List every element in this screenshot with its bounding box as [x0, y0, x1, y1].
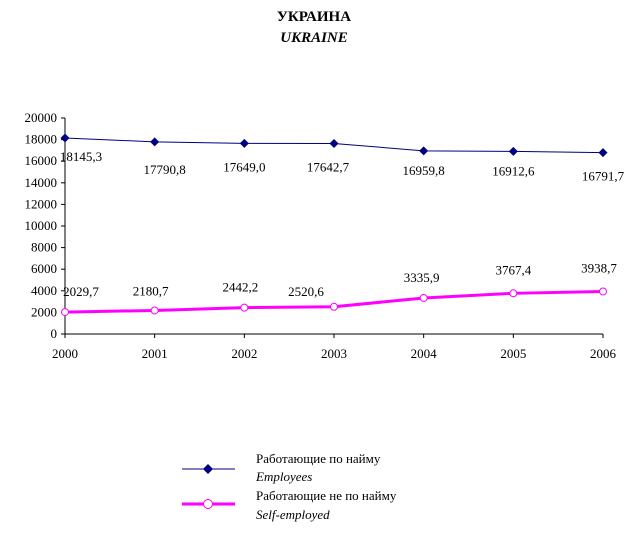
- y-tick-label: 6000: [31, 261, 57, 276]
- data-label-employees: 18145,3: [60, 149, 102, 164]
- x-tick-label: 2005: [500, 346, 526, 361]
- y-tick-label: 14000: [25, 175, 58, 190]
- data-label-employees: 17790,8: [144, 162, 186, 177]
- y-tick-label: 10000: [25, 218, 58, 233]
- x-tick-label: 2006: [590, 346, 617, 361]
- data-point-self-employed: [61, 308, 69, 317]
- data-label-employees: 16912,6: [492, 163, 535, 178]
- legend-marker-employees: [203, 464, 213, 474]
- y-tick-label: 8000: [31, 240, 57, 255]
- data-point-self-employed: [509, 289, 518, 298]
- data-label-employees: 16959,8: [403, 163, 445, 178]
- y-tick-label: 20000: [25, 110, 58, 125]
- y-tick-label: 16000: [25, 153, 58, 168]
- data-label-self-employed: 2029,7: [63, 284, 99, 299]
- legend-label-employees-en: Employees: [255, 469, 312, 484]
- data-label-self-employed: 3335,9: [404, 270, 440, 285]
- data-label-employees: 17642,7: [307, 159, 350, 174]
- data-point-employees: [60, 133, 70, 143]
- data-point-self-employed: [419, 293, 428, 302]
- data-point-self-employed: [599, 287, 607, 296]
- data-point-employees: [598, 148, 608, 158]
- legend-label-employees: Работающие по найму: [256, 451, 381, 466]
- data-point-self-employed: [240, 303, 249, 312]
- data-point-self-employed: [150, 306, 159, 315]
- data-point-employees: [239, 138, 249, 148]
- plot-area: 0 2000 4000 6000 8000 10000 12000 14000 16000 180…: [25, 110, 617, 361]
- data-label-self-employed: 2520,6: [288, 284, 324, 299]
- data-point-employees: [419, 146, 429, 156]
- y-tick-label: 4000: [31, 283, 57, 298]
- series-self-employed: 2029,7 2180,7 2442,2 2520,6 3335,9 3767,4 3938…: [61, 260, 617, 317]
- x-tick-label: 2001: [142, 346, 168, 361]
- data-point-employees: [150, 137, 160, 147]
- legend-marker-self-employed: [203, 499, 213, 509]
- x-tick-label: 2004: [411, 346, 438, 361]
- data-label-self-employed: 3767,4: [495, 262, 531, 277]
- data-label-employees: 17649,0: [223, 159, 265, 174]
- y-tick-label: 18000: [25, 132, 58, 147]
- data-label-self-employed: 3938,7: [581, 260, 617, 275]
- data-label-self-employed: 2442,2: [222, 280, 258, 295]
- data-point-employees: [329, 138, 339, 148]
- legend-label-self-employed-en: Self-employed: [256, 507, 330, 522]
- series-layer: 18145,3 17790,8 17649,0 17642,7 16959,8 16912…: [60, 133, 625, 317]
- x-tick-label: 2002: [231, 346, 257, 361]
- y-tick-label: 0: [51, 326, 58, 341]
- data-point-self-employed: [330, 302, 338, 311]
- chart-subtitle: UKRAINE: [280, 30, 348, 46]
- legend: Работающие по найму Employees Работающие…: [182, 451, 397, 522]
- y-tick-label: 12000: [25, 196, 58, 211]
- data-point-employees: [508, 146, 518, 156]
- x-tick-label: 2003: [321, 346, 347, 361]
- legend-item-employees: Работающие по найму Employees: [182, 451, 381, 484]
- chart-title: УКРАИНА: [277, 9, 351, 25]
- data-label-employees: 16791,7: [582, 169, 625, 184]
- data-label-self-employed: 2180,7: [133, 283, 169, 298]
- series-employees: 18145,3 17790,8 17649,0 17642,7 16959,8 16912…: [60, 133, 625, 184]
- y-tick-label: 2000: [31, 304, 57, 319]
- x-tick-label: 2000: [52, 346, 78, 361]
- legend-item-self-employed: Работающие не по найму Self-employed: [182, 488, 397, 522]
- legend-label-self-employed: Работающие не по найму: [256, 488, 397, 503]
